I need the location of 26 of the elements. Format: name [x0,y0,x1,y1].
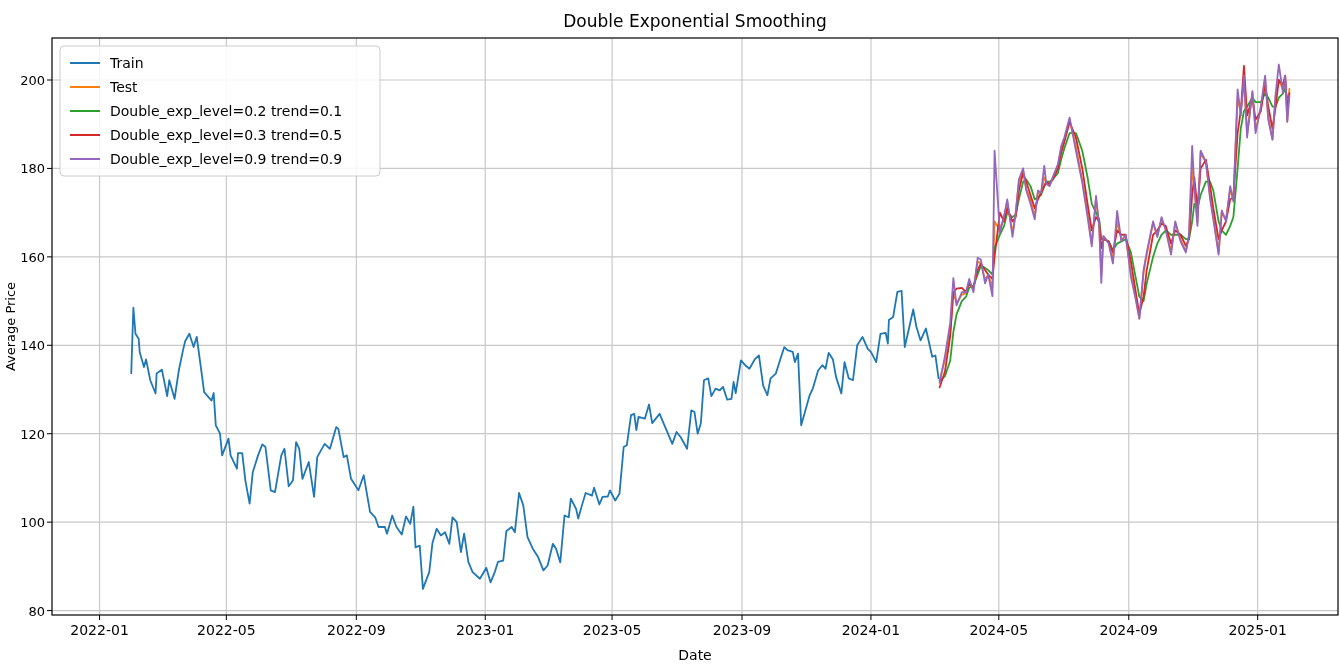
y-tick-label: 120 [20,426,45,442]
legend-label: Test [109,79,139,95]
x-tick-label: 2024-05 [969,622,1029,638]
legend-label: Train [109,55,144,71]
y-axis-title: Average Price [3,281,18,372]
y-tick-label: 140 [20,338,45,354]
y-tick-label: 160 [20,249,45,265]
legend-label: Double_exp_level=0.2 trend=0.1 [110,103,343,119]
x-tick-label: 2022-09 [327,622,386,638]
legend-label: Double_exp_level=0.3 trend=0.5 [110,127,343,143]
x-tick-label: 2024-01 [841,622,901,638]
y-tick-label: 80 [28,603,45,619]
x-axis-title: Date [678,647,712,663]
chart-title: Double Exponential Smoothing [563,11,827,31]
x-tick-label: 2022-05 [197,622,256,638]
x-tick-label: 2024-09 [1099,622,1159,638]
legend-label: Double_exp_level=0.9 trend=0.9 [110,151,343,167]
x-tick-label: 2022-01 [70,622,129,638]
y-tick-label: 100 [20,515,45,531]
x-tick-label: 2025-01 [1228,622,1287,638]
y-tick-label: 180 [20,161,45,177]
y-tick-label: 200 [20,73,45,88]
x-tick-label: 2023-09 [712,622,772,638]
line-series [130,290,940,590]
x-tick-label: 2023-01 [456,622,515,638]
x-tick-label: 2023-05 [582,622,642,638]
